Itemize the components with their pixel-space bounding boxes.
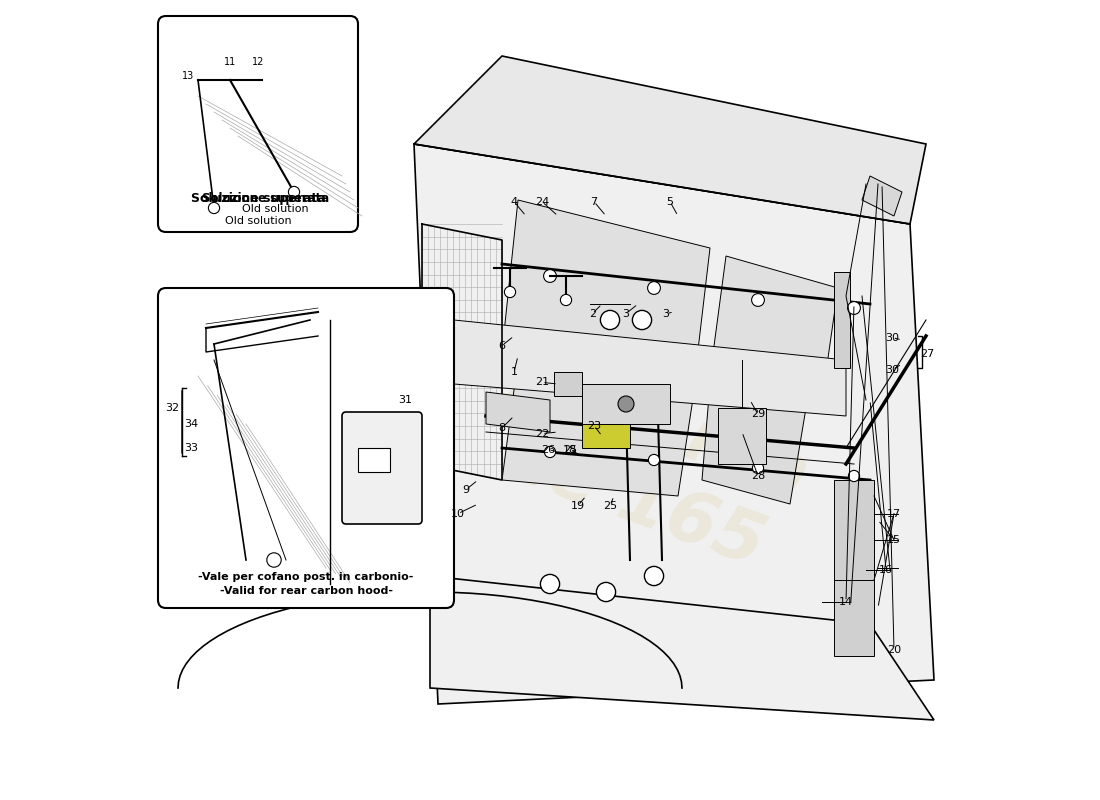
Text: 32: 32	[165, 403, 179, 413]
Polygon shape	[414, 56, 926, 224]
Text: 7: 7	[591, 197, 597, 206]
Text: 25: 25	[563, 445, 578, 454]
Circle shape	[848, 470, 859, 482]
Text: 11: 11	[224, 57, 236, 67]
Text: 22: 22	[535, 429, 549, 438]
Text: Old solution: Old solution	[224, 216, 292, 226]
Circle shape	[618, 396, 634, 412]
Text: 4: 4	[510, 197, 518, 206]
Polygon shape	[582, 384, 670, 424]
Text: 30: 30	[886, 365, 900, 374]
Circle shape	[632, 310, 651, 330]
Polygon shape	[834, 480, 874, 584]
FancyBboxPatch shape	[158, 16, 358, 232]
Polygon shape	[502, 360, 694, 496]
Text: 3: 3	[662, 309, 670, 318]
Text: 5: 5	[667, 197, 673, 206]
Polygon shape	[710, 256, 838, 400]
Text: 29: 29	[751, 410, 766, 419]
Text: 24: 24	[535, 197, 549, 206]
Text: 30: 30	[886, 333, 900, 342]
Polygon shape	[702, 384, 806, 504]
Text: 8: 8	[498, 423, 506, 433]
Circle shape	[540, 574, 560, 594]
FancyBboxPatch shape	[342, 412, 422, 524]
Text: 28: 28	[751, 471, 766, 481]
Circle shape	[208, 202, 220, 214]
Circle shape	[648, 282, 660, 294]
Text: -Vale per cofano post. in carbonio-: -Vale per cofano post. in carbonio-	[198, 572, 414, 582]
Text: 14: 14	[839, 597, 854, 606]
Polygon shape	[502, 200, 710, 384]
FancyArrow shape	[343, 485, 430, 561]
Circle shape	[648, 454, 660, 466]
Text: Soluzione superata: Soluzione superata	[190, 192, 326, 205]
Circle shape	[544, 446, 556, 458]
Polygon shape	[430, 576, 934, 720]
Text: 2: 2	[588, 309, 596, 318]
Text: 34: 34	[185, 419, 199, 429]
Polygon shape	[862, 176, 902, 216]
Polygon shape	[554, 372, 582, 396]
Text: Old solution: Old solution	[242, 204, 309, 214]
Circle shape	[751, 294, 764, 306]
Circle shape	[288, 186, 299, 198]
Polygon shape	[582, 424, 630, 448]
Text: 18: 18	[563, 445, 578, 454]
Text: 19: 19	[571, 501, 585, 510]
Polygon shape	[486, 392, 550, 432]
Circle shape	[848, 302, 860, 314]
Text: 3: 3	[623, 309, 629, 318]
Bar	[358, 448, 390, 472]
Text: 15: 15	[887, 535, 901, 545]
Circle shape	[505, 286, 516, 298]
Polygon shape	[718, 408, 766, 464]
Circle shape	[752, 462, 763, 474]
Circle shape	[645, 566, 663, 586]
Text: 12: 12	[252, 57, 264, 67]
Text: passion
de 165: passion de 165	[474, 341, 818, 587]
Polygon shape	[834, 580, 874, 656]
Circle shape	[596, 582, 616, 602]
Text: 9: 9	[462, 485, 470, 494]
Polygon shape	[414, 144, 934, 704]
Text: 33: 33	[185, 443, 199, 453]
Text: 25: 25	[603, 501, 617, 510]
Polygon shape	[834, 272, 850, 368]
FancyBboxPatch shape	[158, 288, 454, 608]
Text: 1: 1	[510, 367, 517, 377]
Text: 16: 16	[879, 565, 893, 574]
Circle shape	[543, 270, 557, 282]
Text: 13: 13	[182, 71, 194, 81]
Circle shape	[601, 310, 619, 330]
Text: 10: 10	[451, 509, 465, 518]
Circle shape	[267, 553, 282, 567]
Text: 27: 27	[921, 349, 935, 358]
Text: 6: 6	[498, 341, 506, 350]
Text: 26: 26	[541, 445, 556, 454]
Text: Soluzione superata: Soluzione superata	[202, 192, 329, 205]
Text: 17: 17	[887, 509, 901, 518]
Text: 21: 21	[535, 378, 549, 387]
Polygon shape	[454, 320, 846, 416]
Text: 23: 23	[587, 421, 601, 430]
Circle shape	[560, 294, 572, 306]
Text: -Valid for rear carbon hood-: -Valid for rear carbon hood-	[220, 586, 393, 596]
Text: 31: 31	[398, 395, 412, 405]
Text: 20: 20	[887, 645, 901, 654]
